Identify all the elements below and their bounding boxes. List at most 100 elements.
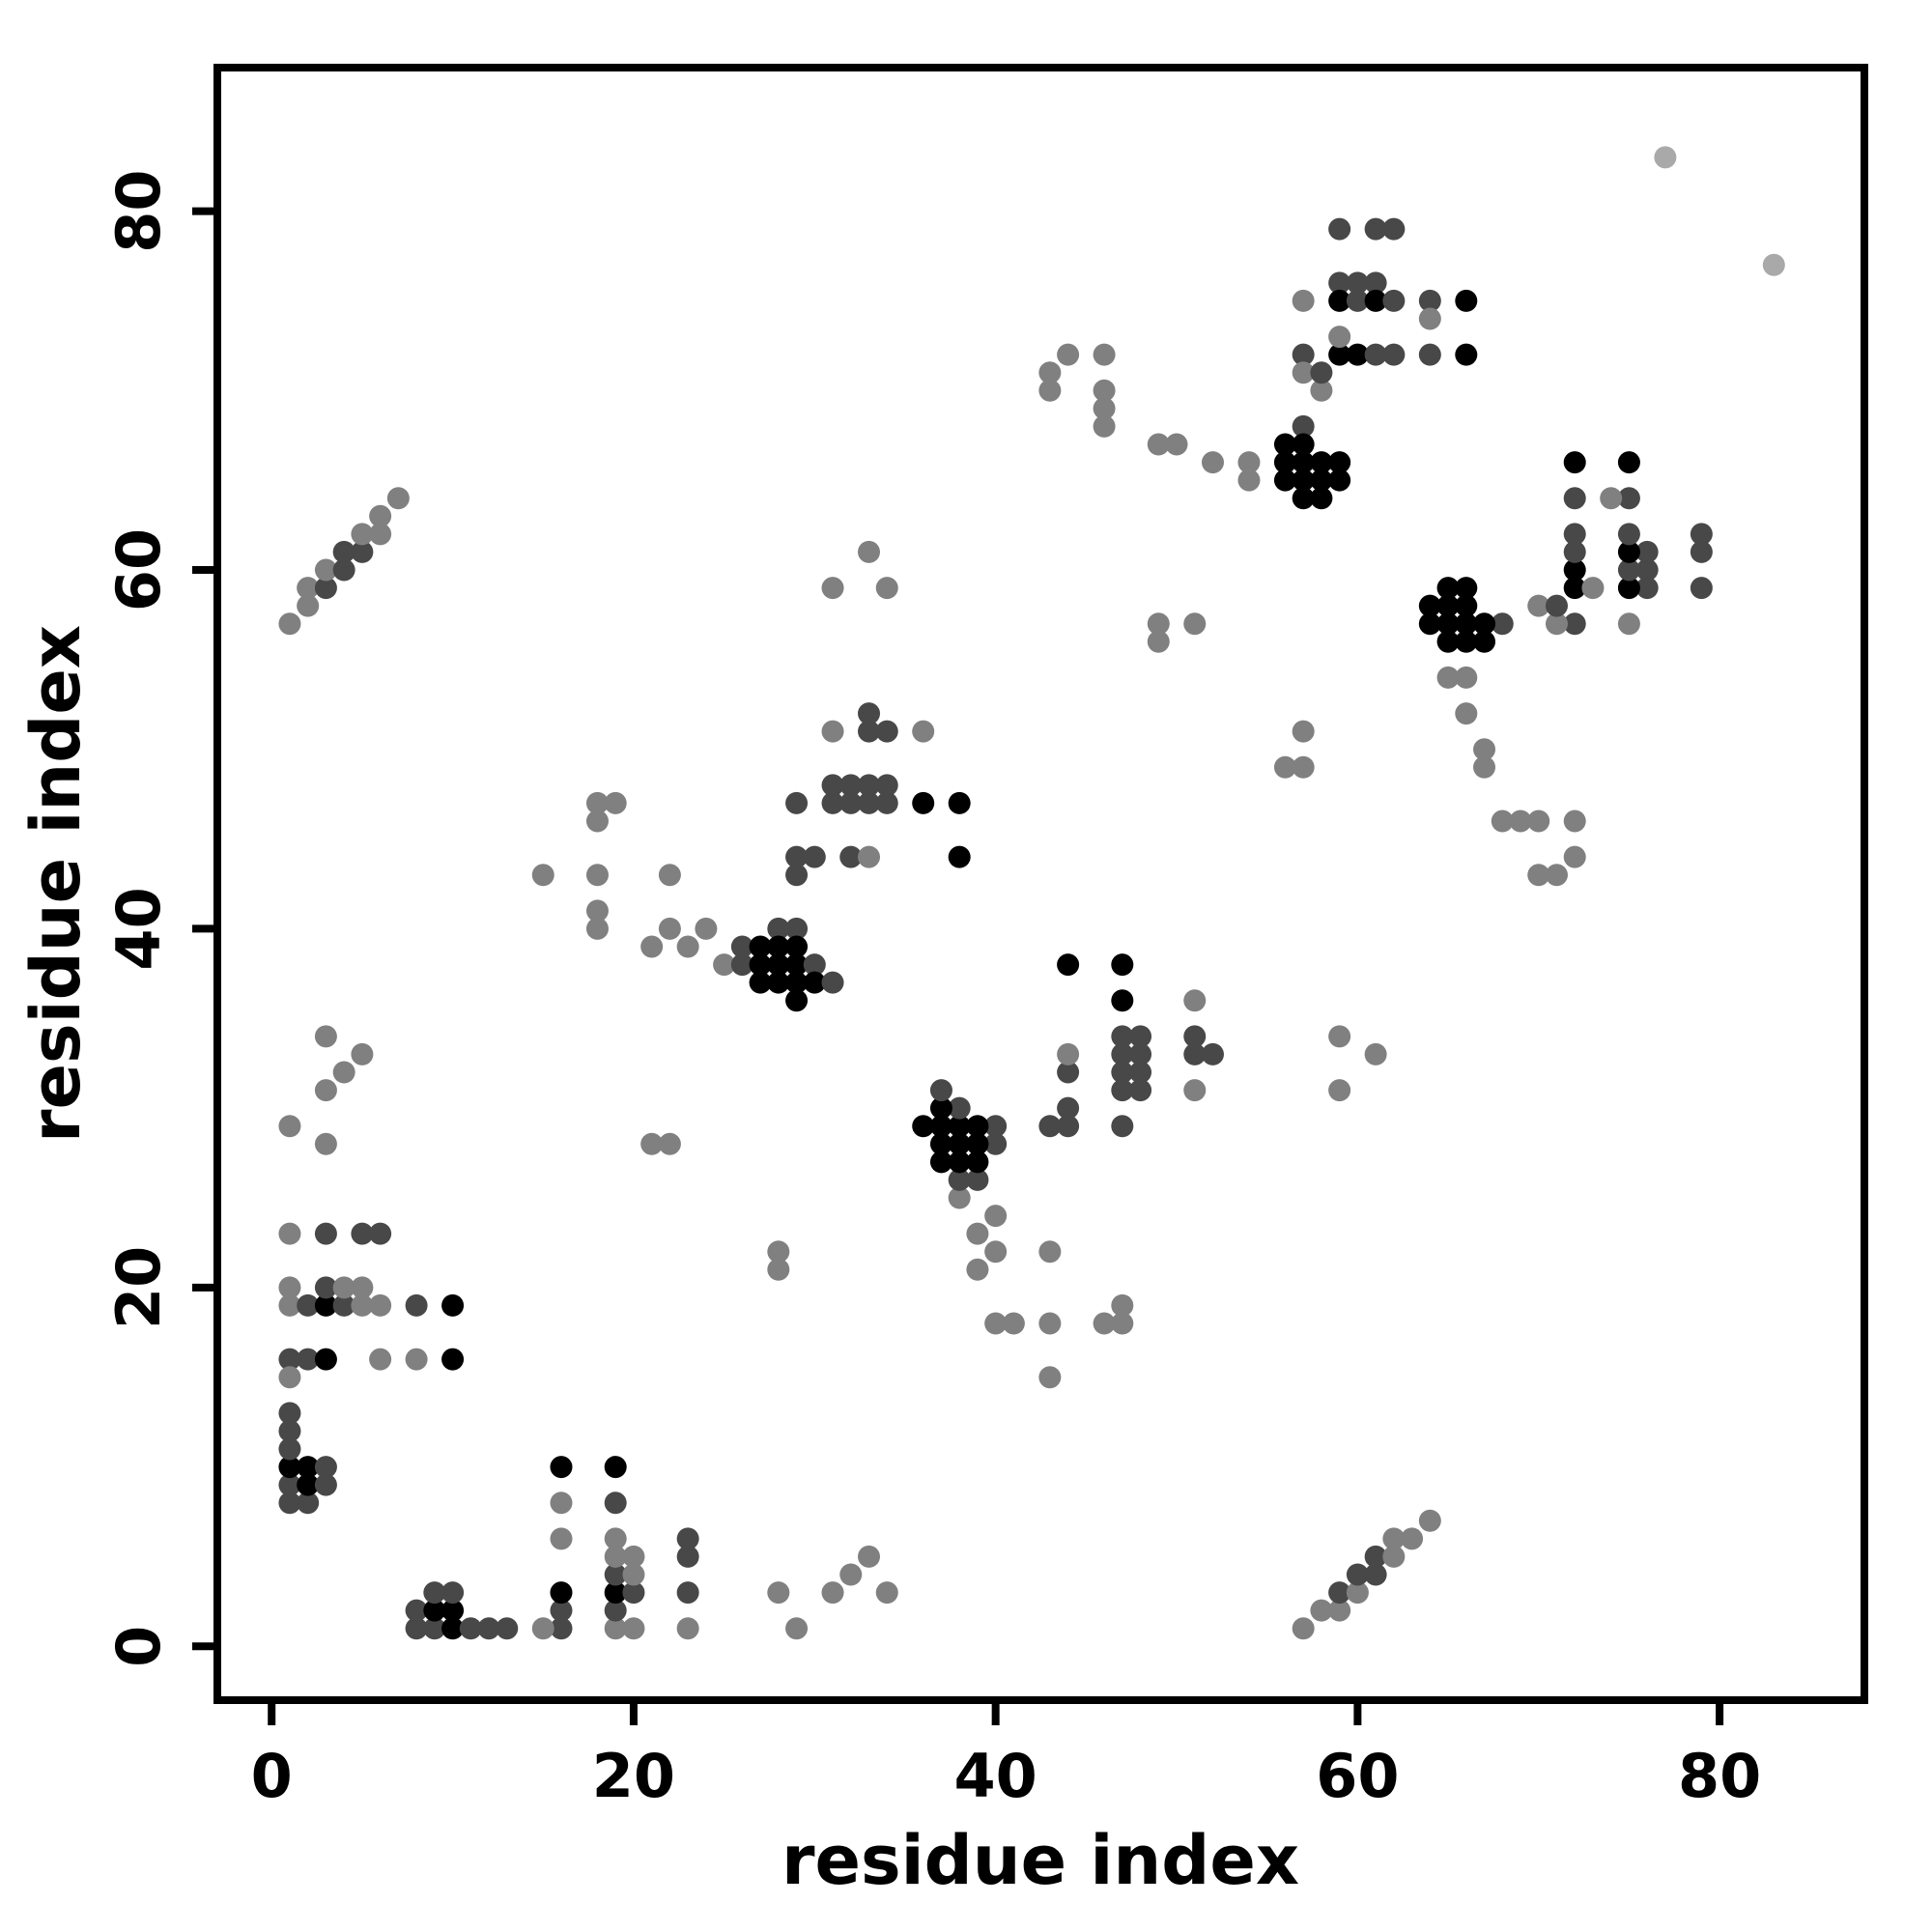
data-point (332, 558, 355, 582)
data-point (749, 935, 772, 958)
data-point (1455, 289, 1478, 312)
data-point (1617, 577, 1640, 600)
data-point (1273, 755, 1296, 779)
data-point (1183, 1025, 1207, 1048)
data-point (1635, 558, 1659, 582)
data-point (1346, 343, 1369, 366)
data-point (1509, 810, 1532, 833)
data-point (1038, 361, 1062, 384)
data-point (1147, 630, 1170, 653)
data-point (1002, 1312, 1025, 1335)
data-point (1545, 864, 1568, 887)
data-point (676, 1527, 699, 1550)
data-point (1201, 451, 1224, 474)
data-point (658, 864, 681, 887)
data-point (803, 953, 826, 977)
data-point (1183, 612, 1207, 636)
data-point (1418, 343, 1441, 366)
data-point (839, 845, 863, 868)
data-point (1563, 577, 1586, 600)
data-point (984, 1115, 1008, 1138)
data-point (1690, 577, 1713, 600)
data-point (405, 1599, 428, 1622)
data-point (1111, 953, 1134, 977)
data-point (585, 810, 609, 833)
data-point (423, 1617, 446, 1640)
data-point (1364, 271, 1387, 295)
data-point (1436, 666, 1460, 689)
data-point (948, 1168, 971, 1191)
data-point (297, 1456, 320, 1479)
data-point (1617, 487, 1640, 510)
data-point (948, 1132, 971, 1155)
data-point (1310, 469, 1333, 492)
data-point (1183, 1079, 1207, 1102)
data-point (785, 953, 809, 977)
data-point (550, 1617, 573, 1640)
y-tick-label: 0 (103, 1626, 174, 1667)
data-point (785, 791, 809, 814)
data-point (821, 791, 844, 814)
data-point (1201, 1042, 1224, 1065)
data-point (948, 1151, 971, 1174)
data-point (1436, 612, 1460, 636)
data-point (278, 1473, 301, 1496)
data-point (585, 791, 609, 814)
data-point (1038, 1312, 1062, 1335)
data-point (477, 1617, 500, 1640)
data-point (1183, 1042, 1207, 1065)
data-point (1690, 540, 1713, 563)
data-point (1292, 289, 1315, 312)
data-point (585, 899, 609, 923)
data-point (314, 1348, 337, 1371)
data-point (1310, 361, 1333, 384)
data-point (1328, 326, 1351, 349)
data-point (966, 1151, 989, 1174)
data-point (1436, 594, 1460, 617)
data-point (405, 1293, 428, 1317)
data-point (441, 1581, 465, 1605)
data-point (966, 1115, 989, 1138)
data-point (459, 1617, 482, 1640)
x-axis-label: residue index (781, 1821, 1299, 1900)
data-point (1292, 433, 1315, 456)
data-point (423, 1581, 446, 1605)
data-point (984, 1312, 1008, 1335)
data-point (1273, 469, 1296, 492)
y-axis-label: residue index (16, 625, 96, 1143)
data-point (713, 953, 736, 977)
data-point (1382, 343, 1406, 366)
data-point (278, 1492, 301, 1515)
data-point (314, 1293, 337, 1317)
data-point (1111, 1079, 1134, 1102)
data-point (730, 953, 753, 977)
data-point (351, 523, 374, 546)
data-point (1364, 1545, 1387, 1568)
data-point (1057, 343, 1080, 366)
data-point (785, 989, 809, 1012)
data-point (351, 1042, 374, 1065)
data-point (1473, 738, 1496, 761)
data-point (1292, 414, 1315, 438)
data-point (550, 1456, 573, 1479)
data-point (332, 1061, 355, 1084)
y-tick-label: 60 (103, 528, 174, 611)
data-point (314, 1276, 337, 1299)
x-tick-label: 20 (592, 1741, 675, 1811)
data-point (278, 1293, 301, 1317)
data-point (803, 971, 826, 994)
data-point (1346, 1581, 1369, 1605)
data-point (821, 971, 844, 994)
data-point (948, 1115, 971, 1138)
data-point (1147, 433, 1170, 456)
data-point (929, 1079, 952, 1102)
data-point (948, 845, 971, 868)
data-point (531, 864, 554, 887)
data-point (622, 1563, 645, 1586)
data-point (314, 1222, 337, 1245)
data-point (658, 917, 681, 940)
data-point (1328, 217, 1351, 241)
data-point (585, 917, 609, 940)
data-point (604, 791, 627, 814)
data-point (351, 1293, 374, 1317)
